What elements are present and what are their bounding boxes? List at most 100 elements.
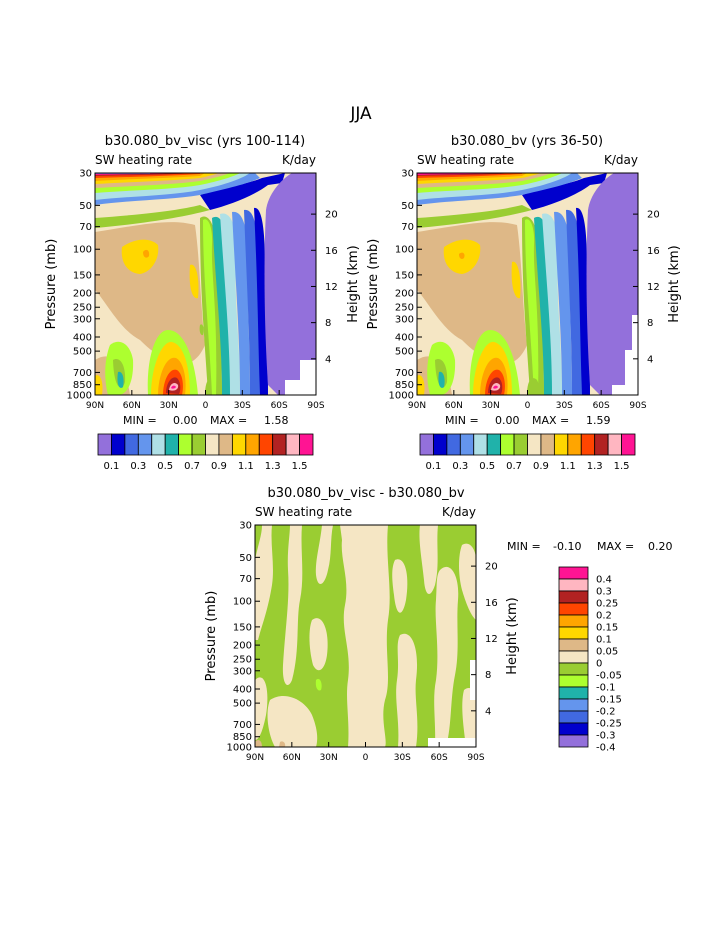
colorbar-label: -0.3 [596,731,616,742]
colorbar-label: 0.3 [452,461,468,472]
pressure-tick-label: 700 [395,368,414,379]
latitude-tick-label: 90S [307,401,324,411]
height-tick-label: 16 [647,246,660,257]
colorbar-swatch [558,638,589,652]
colorbar-swatch [151,433,166,456]
latitude-tick-label: 90N [246,753,264,763]
colorbar-swatch [205,433,220,456]
panel-1-field [95,173,316,395]
panel-1-ylabel: Pressure (mb) [44,239,59,330]
height-tick-label: 12 [647,282,660,293]
colorbar-swatch [558,722,589,736]
latitude-tick-label: 30N [482,401,500,411]
colorbar-swatch [486,433,502,456]
latitude-tick-label: 0 [363,753,369,763]
panel-2-variable-label: SW heating rate [417,153,514,167]
panel-2-ylabel: Pressure (mb) [366,239,381,330]
colorbar-swatch [513,433,528,456]
height-tick-label: 20 [647,210,660,221]
panel-2-y2label: Height (km) [667,245,682,322]
colorbar-label: 0.9 [211,461,227,472]
latitude-tick-label: 30N [320,753,338,763]
pressure-tick-label: 200 [73,289,92,300]
colorbar-swatch [558,590,589,604]
pressure-tick-label: 150 [395,270,414,281]
latitude-tick-label: 0 [525,401,531,411]
colorbar-label: 0.3 [596,587,612,598]
colorbar-label: 0.5 [479,461,495,472]
panel-3-y2ticks: 20 16 12 8 4 [471,562,498,717]
colorbar-label: 0.25 [596,599,618,610]
colorbar-swatch [527,433,542,456]
colorbar-swatch [567,433,582,456]
pressure-tick-label: 150 [73,270,92,281]
colorbar-swatch [285,433,300,456]
panel-2-min-label: MIN = [445,414,479,427]
pressure-tick-label: 150 [233,622,252,633]
pressure-tick-label: 1000 [389,391,414,402]
pressure-tick-label: 300 [233,666,252,677]
panel-3-min-label: MIN = [507,540,541,553]
panel-3-units-label: K/day [442,505,476,519]
panel-1-y2ticks: 20 16 12 8 4 [311,210,338,365]
height-tick-label: 12 [485,634,498,645]
colorbar-swatch [558,578,589,592]
colorbar-label: 1.1 [238,461,254,472]
colorbar-swatch [299,433,314,456]
panel-3-xticks: 90N 60N 30N 0 30S 60S 90S [246,742,485,763]
panel-3-title: b30.080_bv_visc - b30.080_bv [267,486,464,501]
colorbar-label: 0.3 [130,461,146,472]
panel-1-min-label: MIN = [123,414,157,427]
pressure-tick-label: 30 [239,521,252,532]
panel-2: b30.080_bv (yrs 36-50) SW heating rate K… [366,134,682,472]
panel-3-variable-label: SW heating rate [255,505,352,519]
pressure-tick-label: 1000 [67,391,92,402]
colorbar-swatch [558,734,589,748]
pressure-tick-label: 30 [79,169,92,180]
colorbar-label: 1.1 [560,461,576,472]
panel-1-units-label: K/day [282,153,316,167]
pressure-tick-label: 500 [395,347,414,358]
panel-1-y2label: Height (km) [346,245,361,322]
colorbar-swatch [97,433,112,456]
pressure-tick-label: 500 [233,699,252,710]
panel-2-max-value: 1.59 [586,414,611,427]
latitude-tick-label: 30S [394,753,411,763]
pressure-tick-label: 50 [401,201,414,212]
colorbar-swatch [473,433,488,456]
colorbar-swatch [558,662,589,676]
pressure-tick-label: 700 [233,720,252,731]
panel-3-min-value: -0.10 [553,540,581,553]
panel-3-max-label: MAX = [597,540,634,553]
height-tick-label: 12 [325,282,338,293]
pressure-tick-label: 850 [233,732,252,743]
pressure-tick-label: 30 [401,169,414,180]
height-tick-label: 4 [647,354,653,365]
colorbar-label: -0.05 [596,671,622,682]
colorbar-swatch [137,433,153,456]
panel-3-colorbar: 0.40.30.250.20.150.10.050-0.05-0.1-0.15-… [558,566,622,754]
colorbar-swatch [446,433,461,456]
colorbar-label: 0.1 [596,635,612,646]
colorbar-swatch [558,710,589,724]
colorbar-swatch [178,433,193,456]
colorbar-label: 1.3 [265,461,281,472]
panel-1-title: b30.080_bv_visc (yrs 100-114) [105,134,305,149]
colorbar-label: -0.25 [596,719,622,730]
colorbar-label: 0.15 [596,623,618,634]
pressure-tick-label: 50 [239,553,252,564]
pressure-tick-label: 100 [73,245,92,256]
colorbar-label: -0.1 [596,683,616,694]
colorbar-label: 0.1 [425,461,441,472]
colorbar-swatch [258,433,274,456]
latitude-tick-label: 30N [160,401,178,411]
colorbar-label: 0 [596,659,602,670]
colorbar-swatch [111,433,126,456]
colorbar-swatch [558,650,589,664]
latitude-tick-label: 0 [203,401,209,411]
panel-3-field [255,525,476,747]
panel-1-variable-label: SW heating rate [95,153,192,167]
colorbar-swatch [607,433,622,456]
height-tick-label: 16 [485,598,498,609]
